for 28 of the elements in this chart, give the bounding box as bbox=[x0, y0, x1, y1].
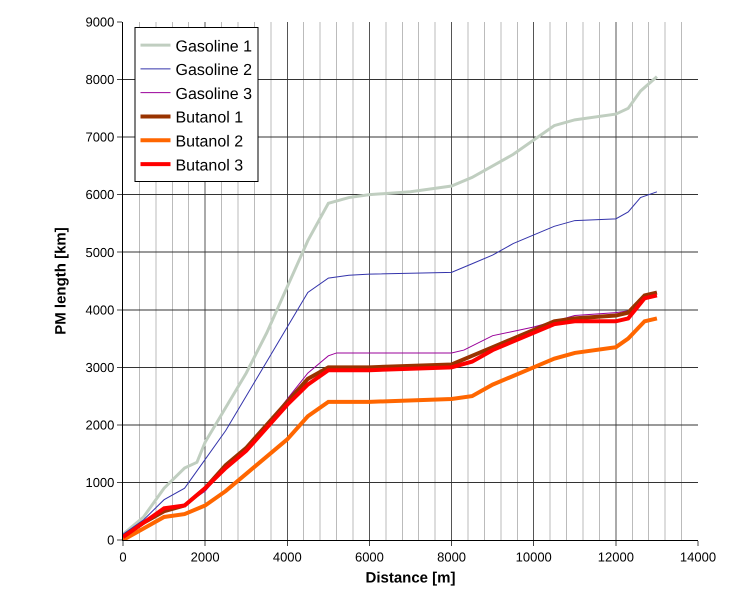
legend-label: Butanol 2 bbox=[176, 134, 244, 151]
legend-label: Gasoline 3 bbox=[176, 86, 252, 103]
legend-label: Gasoline 1 bbox=[176, 38, 252, 56]
x-tick-label: 8000 bbox=[437, 550, 466, 565]
x-tick-label: 14000 bbox=[680, 550, 716, 565]
y-tick-label: 0 bbox=[107, 532, 114, 548]
line-series bbox=[123, 75, 658, 536]
x-tick-label: 6000 bbox=[354, 550, 384, 565]
y-tick-label: 9000 bbox=[85, 14, 114, 30]
legend-label: Gasoline 2 bbox=[176, 62, 252, 80]
y-tick-label: 5000 bbox=[85, 244, 114, 260]
x-tick-label: 12000 bbox=[598, 550, 634, 565]
legend-label: Butanol 1 bbox=[176, 110, 244, 127]
y-tick-label: 8000 bbox=[85, 72, 114, 88]
y-tick-label: 3000 bbox=[85, 360, 114, 375]
y-axis-title: PM length [km] bbox=[52, 227, 70, 335]
legend-label: Butanol 3 bbox=[176, 157, 244, 174]
x-tick-label: 2000 bbox=[190, 550, 220, 565]
y-tick-label: 7000 bbox=[85, 130, 114, 145]
x-tick-label: 4000 bbox=[272, 550, 302, 565]
x-axis-title: Distance [m] bbox=[365, 570, 456, 587]
x-tick-label: 0 bbox=[119, 550, 127, 565]
y-tick-label: 2000 bbox=[85, 417, 114, 432]
y-tick-label: 1000 bbox=[85, 474, 114, 490]
y-tick-label: 4000 bbox=[85, 302, 114, 318]
y-tick-label: 6000 bbox=[85, 187, 114, 202]
line-series bbox=[123, 191, 658, 535]
x-tick-label: 10000 bbox=[516, 550, 552, 565]
